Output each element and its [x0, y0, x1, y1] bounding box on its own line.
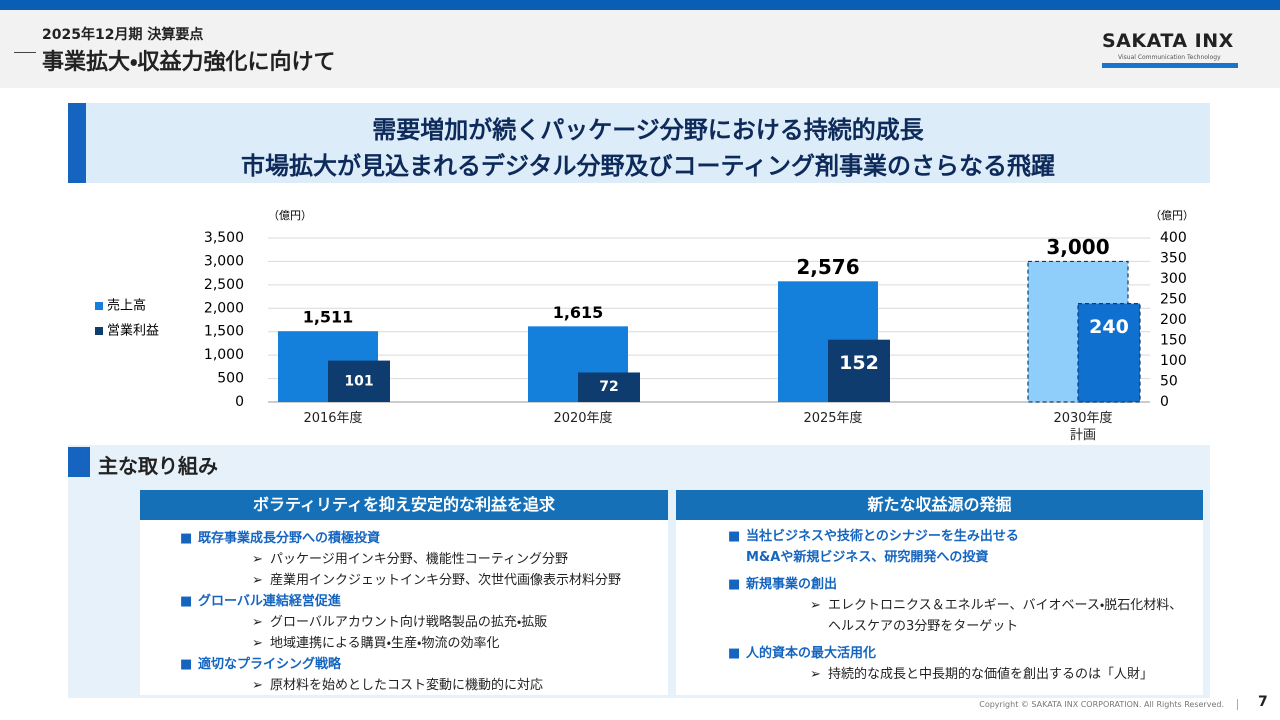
copyright: Copyright © SAKATA INX CORPORATION. All …: [979, 700, 1224, 709]
y-axis-label: （億円）: [268, 209, 312, 222]
y2-tick-label: 400: [1160, 230, 1187, 246]
item-title: 当社ビジネスや技術とのシナジーを生み出せる M&Aや新規ビジネス、研究開発への投…: [728, 526, 1203, 568]
legend-label: 営業利益: [107, 323, 159, 339]
section-title: 主な取り組み: [98, 454, 218, 478]
y-tick-label: 0: [235, 394, 244, 410]
y2-tick-label: 100: [1160, 353, 1187, 369]
value-label: 3,000: [1046, 235, 1109, 259]
y2-tick-label: 250: [1160, 292, 1187, 308]
value-label: 1,615: [553, 303, 604, 322]
tagline: Visual Communication Technology: [1118, 54, 1221, 61]
logo: SAKATA INX: [1102, 30, 1234, 52]
y-tick-label: 500: [217, 371, 244, 387]
bar: [828, 339, 890, 402]
value-label: 1,511: [303, 308, 354, 327]
value-label: 72: [599, 379, 618, 395]
item-point: 原材料を始めとしたコスト変動に機動的に対応: [252, 675, 668, 696]
initiative-column: ボラティリティを抑え安定的な利益を追求既存事業成長分野への積極投資パッケージ用イ…: [140, 490, 668, 696]
column-heading: ボラティリティを抑え安定的な利益を追求: [140, 490, 668, 520]
column-body: 既存事業成長分野への積極投資パッケージ用インキ分野、機能性コーティング分野産業用…: [140, 520, 668, 696]
item-point: 地域連携による購買・生産・物流の効率化: [252, 633, 668, 654]
page-title: 事業拡大・収益力強化に向けて: [42, 50, 336, 75]
initiative-column: 新たな収益源の発掘当社ビジネスや技術とのシナジーを生み出せる M&Aや新規ビジネ…: [676, 490, 1203, 695]
y-tick-label: 2,500: [204, 277, 244, 293]
item-point: エレクトロニクス＆エネルギー、バイオベース・脱石化材料、 ヘルスケアの3分野をタ…: [810, 595, 1203, 637]
x-tick-label: 2020年度: [553, 411, 613, 426]
separator: [1237, 699, 1238, 710]
y2-tick-label: 350: [1160, 251, 1187, 267]
top-bar: [0, 0, 1280, 10]
y2-tick-label: 0: [1160, 394, 1169, 410]
y2-tick-label: 50: [1160, 374, 1178, 390]
y-tick-label: 3,500: [204, 230, 244, 246]
value-label: 2,576: [796, 255, 859, 279]
bar: [578, 372, 640, 402]
x-tick-label: 2016年度: [303, 411, 363, 426]
item-point: 持続的な成長と中長期的な価値を創出するのは「人財」: [810, 664, 1203, 685]
item-point: パッケージ用インキ分野、機能性コーティング分野: [252, 549, 668, 570]
banner-line: 需要増加が続くパッケージ分野における持続的成長: [372, 116, 924, 144]
y-tick-label: 1,000: [204, 347, 244, 363]
y2-tick-label: 150: [1160, 333, 1187, 349]
item-title: 適切なプライシング戦略: [180, 654, 668, 675]
column-heading: 新たな収益源の発掘: [676, 490, 1203, 520]
chart: 0 500 1,000 1,500 2,000 2,500 3,000 3,500 0 50 100…: [95, 209, 1194, 410]
y-tick-label: 3,000: [204, 253, 244, 269]
y2-tick-label: 300: [1160, 271, 1187, 287]
banner-line: 市場拡大が見込まれるデジタル分野及びコーティング剤事業のさらなる飛躍: [240, 152, 1056, 180]
item-title: 人的資本の最大活用化: [728, 643, 1203, 664]
x-tick-label: 2030年度 計画: [1053, 411, 1113, 443]
item-title: グローバル連結経営促進: [180, 591, 668, 612]
header: [0, 10, 1280, 88]
period: 2025年12月期 決算要点: [42, 27, 204, 43]
value-label: 101: [344, 373, 373, 389]
legend-label: 売上高: [107, 298, 146, 314]
section-stripe: [68, 447, 90, 477]
logo-bar: [1102, 63, 1238, 68]
item-title: 新規事業の創出: [728, 574, 1203, 595]
banner-stripe: [68, 103, 86, 183]
item-title: 既存事業成長分野への積極投資: [180, 528, 668, 549]
value-label: 240: [1089, 316, 1129, 338]
y2-axis-label: （億円）: [1150, 209, 1194, 222]
bar: [328, 360, 390, 402]
rule: [14, 52, 36, 53]
y-tick-label: 1,500: [204, 324, 244, 340]
legend-swatch: [95, 302, 103, 310]
value-label: 152: [839, 352, 879, 374]
item-point: 産業用インクジェットインキ分野、次世代画像表示材料分野: [252, 570, 668, 591]
item-point: グローバルアカウント向け戦略製品の拡充・拡販: [252, 612, 668, 633]
legend-swatch: [95, 327, 103, 335]
y2-tick-label: 200: [1160, 312, 1187, 328]
page-number: 7: [1258, 694, 1268, 710]
column-body: 当社ビジネスや技術とのシナジーを生み出せる M&Aや新規ビジネス、研究開発への投…: [676, 520, 1203, 685]
x-tick-label: 2025年度: [803, 411, 863, 426]
banner: [68, 103, 1210, 183]
y-tick-label: 2,000: [204, 300, 244, 316]
bar: [1077, 303, 1141, 403]
